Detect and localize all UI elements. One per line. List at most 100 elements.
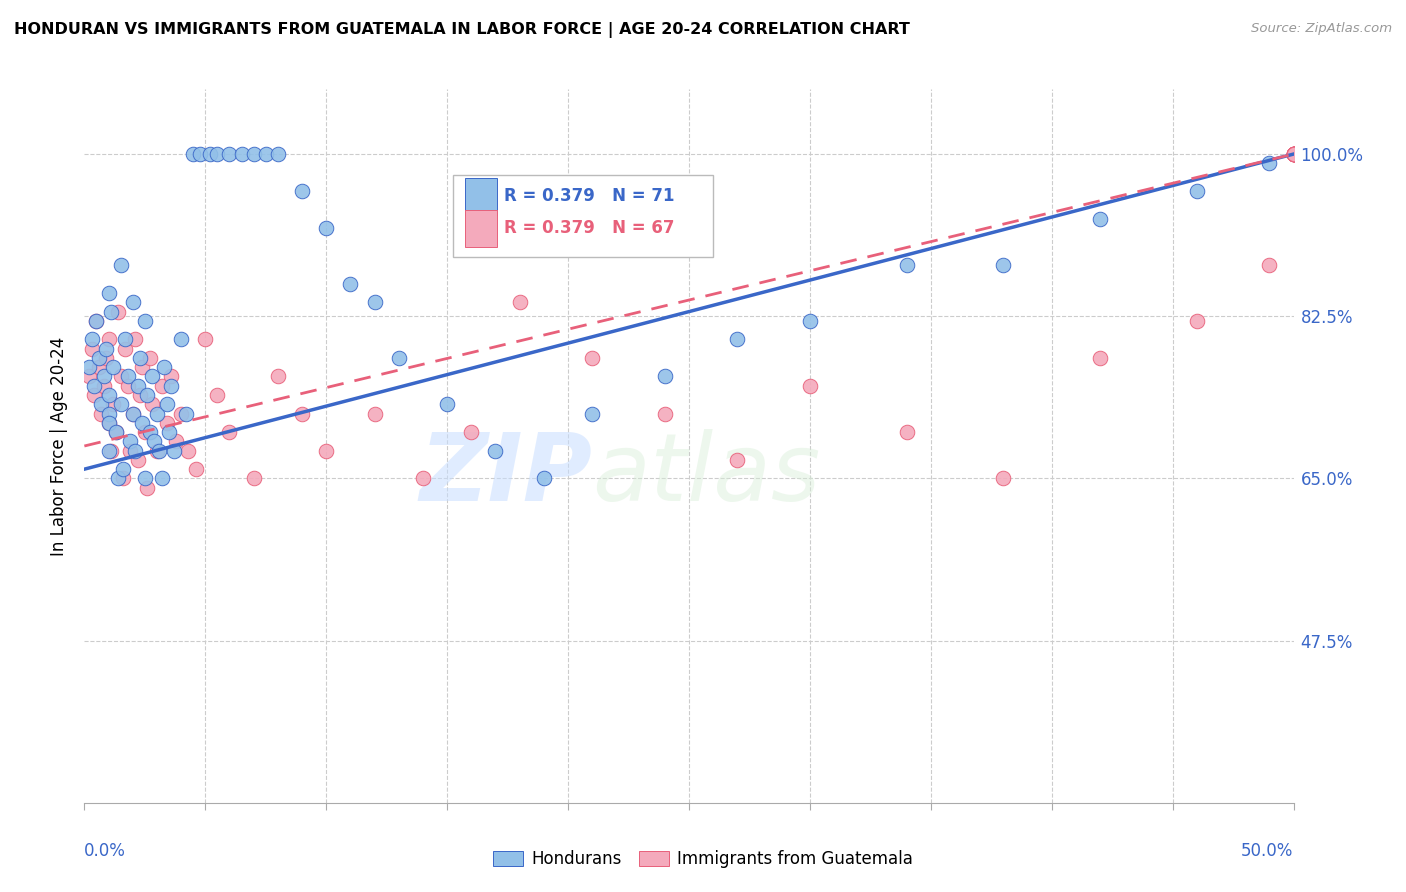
- Point: [1185, 314, 1208, 328]
- Point: [94, 351, 117, 365]
- Point: [155, 397, 177, 411]
- Point: [136, 388, 159, 402]
- Point: [114, 342, 136, 356]
- Point: [107, 304, 129, 318]
- Point: [896, 258, 918, 272]
- Point: [509, 295, 531, 310]
- Point: [1258, 156, 1281, 170]
- Point: [170, 407, 193, 421]
- Point: [1282, 147, 1305, 161]
- Point: [114, 333, 136, 347]
- Text: R = 0.379   N = 71: R = 0.379 N = 71: [503, 187, 675, 205]
- Point: [896, 425, 918, 439]
- Point: [138, 425, 160, 439]
- Point: [129, 351, 152, 365]
- Point: [120, 443, 142, 458]
- Point: [157, 425, 180, 439]
- Text: Source: ZipAtlas.com: Source: ZipAtlas.com: [1251, 22, 1392, 36]
- Point: [267, 369, 290, 384]
- Point: [87, 351, 110, 365]
- Point: [136, 481, 159, 495]
- Point: [799, 378, 821, 392]
- Point: [160, 378, 183, 392]
- Point: [170, 333, 193, 347]
- Point: [103, 360, 125, 375]
- Point: [97, 416, 120, 430]
- Point: [1282, 147, 1305, 161]
- Point: [218, 147, 240, 161]
- Point: [231, 147, 253, 161]
- Point: [315, 221, 337, 235]
- Point: [654, 407, 676, 421]
- Point: [291, 407, 314, 421]
- Point: [254, 147, 277, 161]
- Point: [117, 369, 139, 384]
- Point: [127, 378, 149, 392]
- Point: [121, 295, 143, 310]
- Point: [104, 425, 127, 439]
- Point: [581, 407, 603, 421]
- Point: [150, 378, 173, 392]
- Point: [725, 333, 748, 347]
- Point: [160, 369, 183, 384]
- Point: [363, 407, 385, 421]
- Point: [174, 407, 197, 421]
- Point: [103, 397, 125, 411]
- Point: [117, 378, 139, 392]
- Point: [177, 443, 200, 458]
- Point: [165, 434, 187, 449]
- Point: [436, 397, 458, 411]
- Point: [993, 258, 1015, 272]
- Point: [141, 369, 163, 384]
- Point: [134, 314, 156, 328]
- Point: [146, 407, 169, 421]
- Point: [198, 147, 221, 161]
- Point: [993, 471, 1015, 485]
- Point: [87, 360, 110, 375]
- FancyBboxPatch shape: [465, 210, 496, 247]
- Point: [121, 407, 143, 421]
- Point: [100, 304, 122, 318]
- Point: [121, 407, 143, 421]
- Point: [146, 443, 169, 458]
- Point: [1282, 147, 1305, 161]
- Point: [1282, 147, 1305, 161]
- Point: [124, 333, 146, 347]
- Point: [131, 416, 153, 430]
- Point: [581, 351, 603, 365]
- FancyBboxPatch shape: [453, 175, 713, 257]
- Point: [97, 286, 120, 301]
- Point: [127, 453, 149, 467]
- Text: atlas: atlas: [592, 429, 821, 520]
- Point: [181, 147, 204, 161]
- Point: [97, 333, 120, 347]
- Point: [654, 369, 676, 384]
- Point: [412, 471, 434, 485]
- Point: [190, 147, 212, 161]
- Point: [134, 471, 156, 485]
- Point: [110, 369, 132, 384]
- FancyBboxPatch shape: [465, 178, 496, 215]
- Point: [129, 388, 152, 402]
- Point: [120, 434, 142, 449]
- Point: [533, 471, 555, 485]
- Legend: Hondurans, Immigrants from Guatemala: Hondurans, Immigrants from Guatemala: [486, 844, 920, 875]
- Point: [77, 360, 100, 375]
- Point: [155, 416, 177, 430]
- Point: [1282, 147, 1305, 161]
- Point: [86, 314, 108, 328]
- Point: [112, 471, 135, 485]
- Point: [86, 314, 108, 328]
- Point: [77, 369, 100, 384]
- Point: [110, 258, 132, 272]
- Point: [141, 397, 163, 411]
- Point: [80, 342, 103, 356]
- Point: [218, 425, 240, 439]
- Point: [194, 333, 217, 347]
- Point: [1282, 147, 1305, 161]
- Point: [107, 471, 129, 485]
- Point: [1258, 258, 1281, 272]
- Point: [242, 147, 264, 161]
- Point: [90, 407, 112, 421]
- Point: [1282, 147, 1305, 161]
